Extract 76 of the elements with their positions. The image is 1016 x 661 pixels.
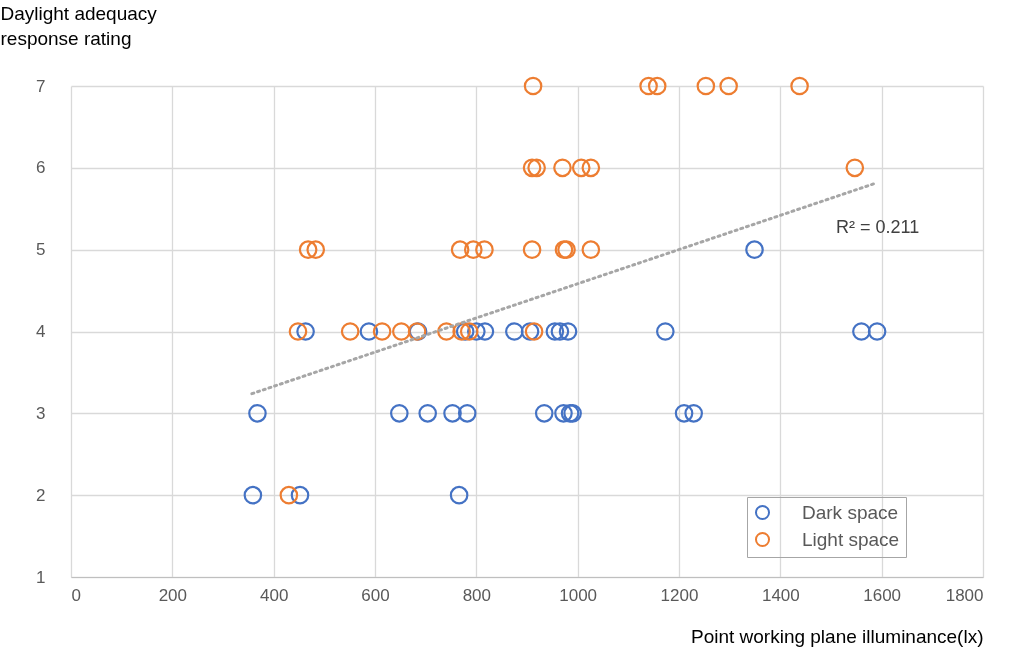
point	[656, 322, 675, 341]
point	[867, 322, 887, 341]
x-tick-label: 0	[71, 585, 81, 605]
x-tick-label: 1200	[660, 585, 699, 605]
legend-label: Dark space	[802, 501, 899, 523]
point	[390, 404, 409, 423]
x-tick-label: 1800	[945, 585, 984, 605]
point	[279, 485, 299, 505]
point	[467, 322, 486, 341]
y-tick-label: 7	[36, 76, 46, 96]
point	[745, 240, 764, 259]
point	[696, 76, 716, 96]
point	[459, 322, 479, 341]
point	[449, 485, 469, 505]
point	[392, 322, 411, 341]
point	[790, 76, 809, 96]
y-tick-label: 5	[36, 240, 46, 260]
point	[455, 322, 475, 341]
x-tick-label: 200	[158, 585, 188, 605]
point	[505, 322, 524, 341]
point	[527, 158, 546, 178]
x-tick-label: 1400	[761, 585, 800, 605]
point	[852, 322, 871, 341]
point	[581, 240, 601, 259]
point	[288, 322, 308, 341]
point	[452, 322, 471, 341]
x-tick-label: 1600	[863, 585, 902, 605]
point	[553, 158, 572, 178]
point	[463, 240, 483, 259]
point	[340, 322, 360, 341]
point	[581, 158, 601, 178]
point	[545, 322, 565, 341]
point	[534, 404, 554, 423]
point	[372, 322, 392, 341]
x-tick-label: 1000	[559, 585, 598, 605]
point	[639, 76, 658, 96]
x-tick-label: 400	[259, 585, 289, 605]
y-tick-label: 2	[36, 485, 46, 505]
point	[684, 404, 704, 423]
point	[418, 404, 438, 423]
point	[520, 322, 540, 341]
point	[437, 322, 456, 341]
y-tick-label: 4	[36, 322, 46, 341]
point	[475, 322, 495, 341]
point	[443, 404, 462, 423]
point	[457, 404, 477, 423]
x-axis-title: Point working plane illuminance(lx)	[690, 625, 984, 647]
point	[523, 76, 543, 96]
point	[550, 322, 570, 341]
annotation: R² = 0.211	[836, 217, 920, 237]
point	[522, 158, 542, 178]
point	[647, 76, 667, 96]
point	[674, 404, 694, 423]
y-tick-label: 3	[36, 403, 46, 423]
point	[522, 240, 542, 259]
point	[558, 322, 578, 341]
point	[571, 158, 591, 178]
y-axis-title: Daylight adequacy response rating	[0, 2, 158, 49]
point	[554, 404, 573, 423]
point	[524, 322, 544, 341]
point	[243, 485, 263, 505]
x-tick-label: 600	[361, 585, 390, 605]
point	[845, 158, 865, 178]
point	[475, 240, 494, 259]
x-tick-label: 800	[462, 585, 492, 605]
point	[450, 240, 470, 259]
point	[296, 322, 315, 341]
point	[248, 404, 267, 423]
point	[359, 322, 379, 341]
point	[306, 240, 326, 259]
point	[298, 240, 318, 259]
point	[290, 485, 310, 505]
legend-label: Light space	[802, 528, 900, 550]
y-tick-label: 6	[36, 158, 46, 178]
y-tick-label: 1	[36, 567, 46, 587]
point	[719, 76, 738, 96]
